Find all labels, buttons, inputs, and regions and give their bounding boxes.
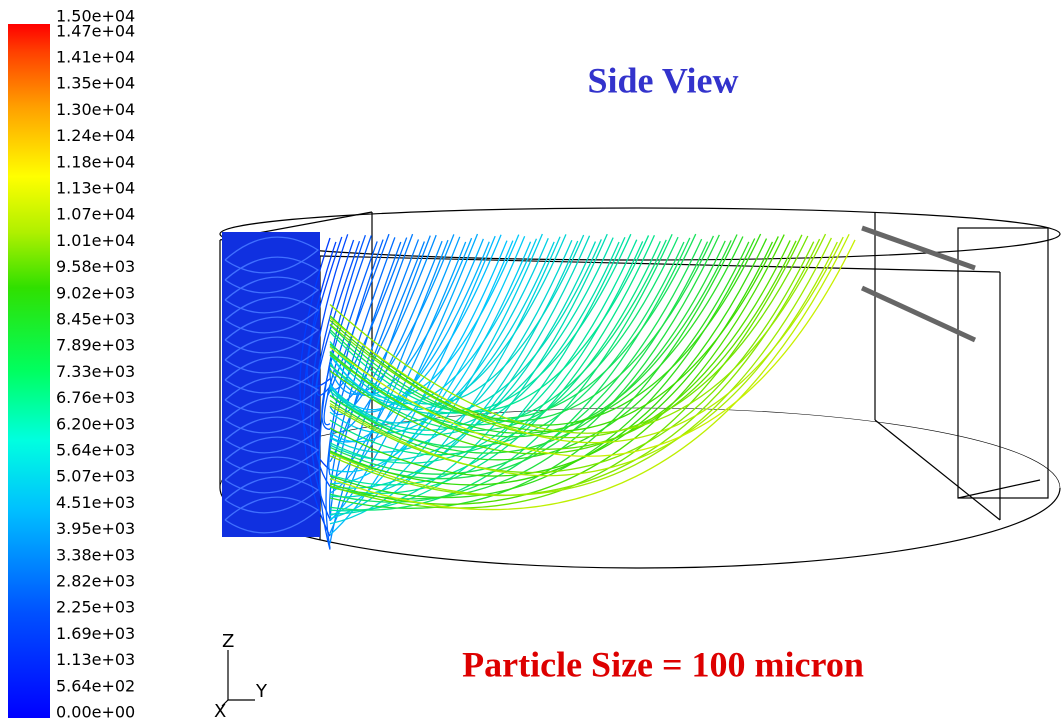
colorbar-label: 1.24e+04 xyxy=(56,126,135,145)
colorbar-label: 1.47e+04 xyxy=(56,21,135,40)
colorbar-label: 3.38e+03 xyxy=(56,545,135,564)
colorbar-label: 1.13e+03 xyxy=(56,650,135,669)
colorbar-label: 1.18e+04 xyxy=(56,152,135,171)
colorbar-label: 6.20e+03 xyxy=(56,414,135,433)
colorbar-label: 1.07e+04 xyxy=(56,205,135,224)
colorbar-label: 3.95e+03 xyxy=(56,519,135,538)
colorbar-label: 2.82e+03 xyxy=(56,572,135,591)
page: 1.50e+041.47e+041.41e+041.35e+041.30e+04… xyxy=(0,0,1062,726)
colorbar-label: 0.00e+00 xyxy=(56,703,135,722)
axis-label-z: Z xyxy=(222,631,234,652)
colorbar xyxy=(8,24,50,718)
caption: Particle Size = 100 micron xyxy=(462,644,864,684)
title: Side View xyxy=(587,60,738,100)
colorbar-label: 5.07e+03 xyxy=(56,467,135,486)
colorbar-label: 5.64e+02 xyxy=(56,676,135,695)
colorbar-label: 5.64e+03 xyxy=(56,441,135,460)
colorbar-label: 9.58e+03 xyxy=(56,257,135,276)
colorbar-label: 2.25e+03 xyxy=(56,598,135,617)
colorbar-label: 8.45e+03 xyxy=(56,310,135,329)
colorbar-label: 1.01e+04 xyxy=(56,231,135,250)
axes-triad xyxy=(222,650,255,706)
edge xyxy=(875,420,1000,520)
colorbar-label: 1.13e+04 xyxy=(56,179,135,198)
colorbar-label: 6.76e+03 xyxy=(56,388,135,407)
axis-label-y: Y xyxy=(255,681,268,702)
colorbar-label: 7.89e+03 xyxy=(56,336,135,355)
edge xyxy=(958,480,1040,498)
colorbar-labels: 1.50e+041.47e+041.41e+041.35e+041.30e+04… xyxy=(56,7,135,722)
colorbar-label: 4.51e+03 xyxy=(56,493,135,512)
colorbar-label: 1.30e+04 xyxy=(56,100,135,119)
colorbar-label: 1.69e+03 xyxy=(56,624,135,643)
bottom-rim xyxy=(220,488,1060,568)
colorbar-label: 7.33e+03 xyxy=(56,362,135,381)
colorbar-label: 1.35e+04 xyxy=(56,74,135,93)
axis-label-x: X xyxy=(214,701,226,722)
streakline xyxy=(330,238,690,502)
colorbar-label: 1.41e+04 xyxy=(56,48,135,67)
colorbar-label: 9.02e+03 xyxy=(56,283,135,302)
